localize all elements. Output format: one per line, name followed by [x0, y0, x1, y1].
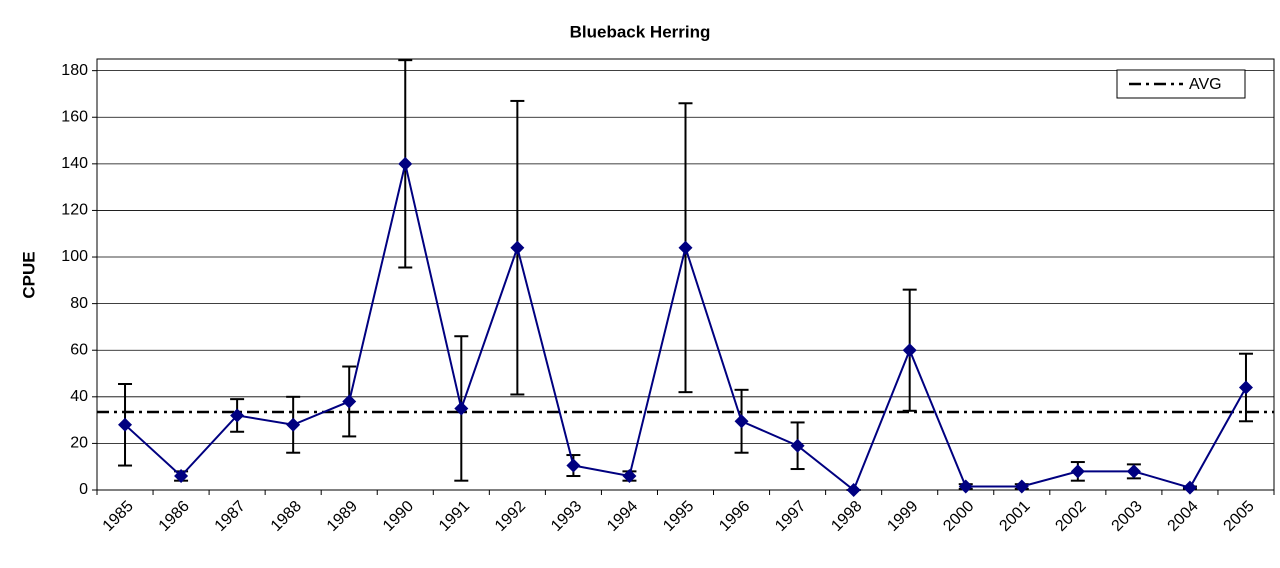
y-tick-label: 60	[70, 341, 88, 358]
x-tick-label: 1990	[380, 498, 417, 535]
y-tick-label: 120	[61, 202, 88, 219]
y-tick-label: 160	[61, 108, 88, 125]
x-tick-label: 2001	[996, 498, 1033, 535]
marker	[510, 240, 525, 255]
y-axis-label: CPUE	[19, 251, 38, 298]
x-tick-label: 1994	[604, 498, 641, 535]
x-tick-label: 1991	[436, 498, 473, 535]
marker	[1238, 380, 1253, 395]
x-tick-label: 1997	[772, 498, 809, 535]
x-tick-label: 1987	[212, 498, 249, 535]
y-tick-label: 140	[61, 155, 88, 172]
x-tick-label: 2003	[1109, 498, 1146, 535]
marker	[1126, 464, 1141, 479]
marker	[958, 479, 973, 494]
x-tick-label: 1999	[884, 498, 921, 535]
marker	[398, 156, 413, 171]
x-tick-label: 1993	[548, 498, 585, 535]
marker	[734, 414, 749, 429]
x-tick-label: 2000	[940, 498, 977, 535]
marker	[174, 469, 189, 484]
x-tick-label: 1995	[660, 498, 697, 535]
marker	[342, 394, 357, 409]
x-tick-label: 1998	[828, 498, 865, 535]
marker	[1182, 480, 1197, 495]
x-tick-label: 2004	[1165, 498, 1202, 535]
marker	[1014, 479, 1029, 494]
marker	[902, 343, 917, 358]
marker	[790, 438, 805, 453]
marker	[846, 483, 861, 497]
marker	[230, 408, 245, 423]
marker	[622, 469, 637, 484]
y-tick-label: 40	[70, 388, 88, 405]
y-tick-label: 80	[70, 295, 88, 312]
y-tick-label: 100	[61, 248, 88, 265]
x-tick-label: 2005	[1221, 498, 1258, 535]
x-tick-label: 1985	[100, 498, 137, 535]
x-tick-label: 1992	[492, 498, 529, 535]
marker	[566, 458, 581, 473]
marker	[454, 401, 469, 416]
x-tick-label: 1996	[716, 498, 753, 535]
legend-label: AVG	[1189, 76, 1222, 93]
x-tick-label: 2002	[1052, 498, 1089, 535]
x-tick-label: 1986	[156, 498, 193, 535]
chart-title: Blueback Herring	[570, 22, 711, 41]
marker	[118, 417, 133, 432]
y-tick-label: 20	[70, 435, 88, 452]
y-tick-label: 0	[79, 481, 88, 498]
x-tick-label: 1989	[324, 498, 361, 535]
x-tick-label: 1988	[268, 498, 305, 535]
marker	[1070, 464, 1085, 479]
marker	[286, 417, 301, 432]
marker	[678, 240, 693, 255]
y-tick-label: 180	[61, 62, 88, 79]
